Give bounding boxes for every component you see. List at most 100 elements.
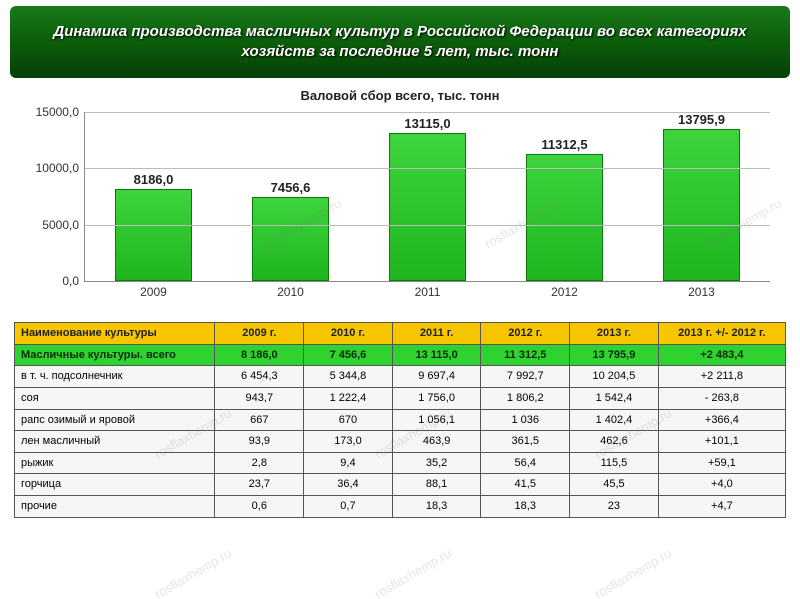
table-row: Масличные культуры. всего8 186,07 456,61…: [15, 344, 786, 366]
table-cell: +4,0: [658, 474, 785, 496]
table-cell-name: прочие: [15, 496, 215, 518]
table-cell-name: рыжик: [15, 452, 215, 474]
chart-bar-value-label: 11312,5: [541, 137, 587, 152]
chart-x-tick-label: 2012: [551, 285, 578, 299]
table-cell: 0,6: [215, 496, 304, 518]
table-cell: 463,9: [392, 431, 481, 453]
table-cell: 35,2: [392, 452, 481, 474]
chart-bar-rect: [115, 189, 192, 281]
chart-bar-value-label: 8186,0: [134, 172, 174, 187]
table-row: в т. ч. подсолнечник6 454,35 344,89 697,…: [15, 366, 786, 388]
chart-y-tick-label: 10000,0: [36, 161, 85, 175]
table-cell: 1 036: [481, 409, 570, 431]
table-cell: 173,0: [304, 431, 393, 453]
data-table: Наименование культуры2009 г.2010 г.2011 …: [14, 322, 786, 518]
chart-title: Валовой сбор всего, тыс. тонн: [22, 88, 778, 103]
table-header-cell: 2009 г.: [215, 323, 304, 345]
table-cell: 943,7: [215, 387, 304, 409]
table-cell: 0,7: [304, 496, 393, 518]
chart-x-tick-label: 2011: [415, 285, 441, 299]
table-cell: 5 344,8: [304, 366, 393, 388]
table-cell-name: горчица: [15, 474, 215, 496]
table-cell: +2 211,8: [658, 366, 785, 388]
table-row: рыжик2,89,435,256,4115,5+59,1: [15, 452, 786, 474]
table-cell: 1 056,1: [392, 409, 481, 431]
table-cell: 11 312,5: [481, 344, 570, 366]
table-cell-name: лен масличный: [15, 431, 215, 453]
watermark: rosflaxhemp.ru: [372, 546, 454, 599]
title-banner: Динамика производства масличных культур …: [10, 6, 790, 78]
table-cell: 667: [215, 409, 304, 431]
table-cell: 1 222,4: [304, 387, 393, 409]
chart-x-tick-label: 2010: [277, 285, 304, 299]
table-cell: 36,4: [304, 474, 393, 496]
chart-x-tick-label: 2009: [140, 285, 167, 299]
table-cell: 45,5: [570, 474, 659, 496]
table-cell: 8 186,0: [215, 344, 304, 366]
chart-bar: 8186,02009: [106, 112, 202, 281]
table-header-cell: Наименование культуры: [15, 323, 215, 345]
table-cell: 6 454,3: [215, 366, 304, 388]
chart-bar-value-label: 13115,0: [404, 116, 450, 131]
data-table-wrap: Наименование культуры2009 г.2010 г.2011 …: [14, 322, 786, 518]
table-header-cell: 2010 г.: [304, 323, 393, 345]
table-cell-name: в т. ч. подсолнечник: [15, 366, 215, 388]
table-header-row: Наименование культуры2009 г.2010 г.2011 …: [15, 323, 786, 345]
table-cell-name: Масличные культуры. всего: [15, 344, 215, 366]
table-cell: 115,5: [570, 452, 659, 474]
table-row: рапс озимый и яровой6676701 056,11 0361 …: [15, 409, 786, 431]
table-cell: 9,4: [304, 452, 393, 474]
table-cell-name: соя: [15, 387, 215, 409]
chart-bar: 7456,62010: [243, 112, 339, 281]
table-cell: 670: [304, 409, 393, 431]
chart-bar: 13115,02011: [380, 112, 476, 281]
chart-bar-value-label: 13795,9: [678, 112, 725, 127]
chart-y-tick-label: 15000,0: [36, 105, 85, 119]
table-cell: 13 115,0: [392, 344, 481, 366]
chart-y-tick-label: 0,0: [62, 274, 85, 288]
table-header-cell: 2013 г.: [570, 323, 659, 345]
table-cell: - 263,8: [658, 387, 785, 409]
chart-x-tick-label: 2013: [688, 285, 715, 299]
chart-gridline: [85, 168, 770, 169]
watermark: rosflaxhemp.ru: [152, 546, 234, 599]
table-cell: 361,5: [481, 431, 570, 453]
page-title: Динамика производства масличных культур …: [34, 22, 766, 63]
chart-gridline: [85, 112, 770, 113]
chart-bar: 13795,92013: [654, 112, 750, 281]
table-cell: 9 697,4: [392, 366, 481, 388]
table-cell: 23: [570, 496, 659, 518]
table-header-cell: 2012 г.: [481, 323, 570, 345]
table-cell: 1 542,4: [570, 387, 659, 409]
chart-gridline: [85, 225, 770, 226]
table-cell: 93,9: [215, 431, 304, 453]
table-row: горчица23,736,488,141,545,5+4,0: [15, 474, 786, 496]
table-cell: +59,1: [658, 452, 785, 474]
table-cell: 462,6: [570, 431, 659, 453]
table-cell: 2,8: [215, 452, 304, 474]
table-cell: 41,5: [481, 474, 570, 496]
table-cell: 88,1: [392, 474, 481, 496]
table-row: прочие0,60,718,318,323+4,7: [15, 496, 786, 518]
table-row: лен масличный93,9173,0463,9361,5462,6+10…: [15, 431, 786, 453]
chart-plot: 8186,02009 7456,62010 13115,02011 11312,520…: [84, 112, 770, 282]
table-body: Масличные культуры. всего8 186,07 456,61…: [15, 344, 786, 517]
table-row: соя943,71 222,41 756,01 806,21 542,4- 26…: [15, 387, 786, 409]
table-cell: 23,7: [215, 474, 304, 496]
watermark: rosflaxhemp.ru: [592, 546, 674, 599]
table-cell: 1 756,0: [392, 387, 481, 409]
table-cell: 7 456,6: [304, 344, 393, 366]
chart-bar-value-label: 7456,6: [271, 180, 311, 195]
bar-chart: Валовой сбор всего, тыс. тонн 8186,02009…: [22, 88, 778, 306]
chart-bar-rect: [526, 154, 603, 281]
table-header-cell: 2011 г.: [392, 323, 481, 345]
chart-bar: 11312,52012: [517, 112, 613, 281]
table-cell: +2 483,4: [658, 344, 785, 366]
table-cell: 1 402,4: [570, 409, 659, 431]
table-cell: 18,3: [392, 496, 481, 518]
table-cell: 1 806,2: [481, 387, 570, 409]
chart-bar-rect: [389, 133, 466, 281]
table-cell: +4,7: [658, 496, 785, 518]
table-cell: 56,4: [481, 452, 570, 474]
chart-bar-rect: [252, 197, 329, 281]
